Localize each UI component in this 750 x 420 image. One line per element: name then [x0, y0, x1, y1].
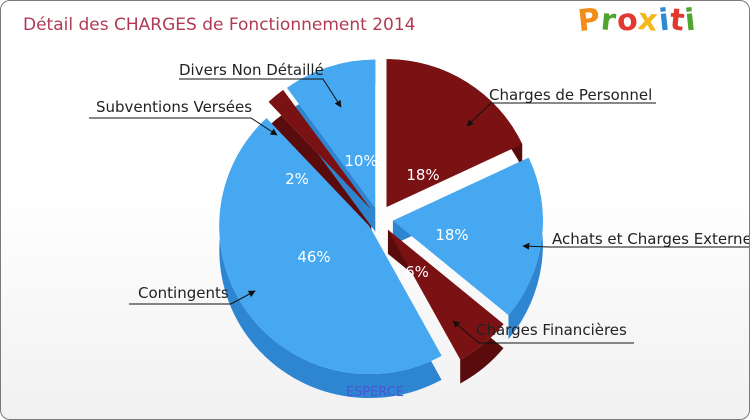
slice-value-label: 46% — [297, 248, 330, 266]
slice-category-label: Divers Non Détaillé — [179, 61, 324, 79]
pie-slice[interactable] — [392, 157, 543, 316]
commune-name: ESPERCE — [345, 385, 405, 400]
slice-category-label: Contingents — [138, 284, 229, 302]
leader-line — [522, 242, 749, 250]
leader-line — [129, 290, 256, 305]
slice-value-label: 2% — [285, 170, 309, 188]
pie-slice[interactable] — [287, 59, 376, 208]
slice-category-label: Charges Financières — [476, 321, 627, 339]
slice-value-label: 18% — [435, 226, 468, 244]
leader-line — [466, 102, 656, 127]
slice-value-label: 18% — [406, 166, 439, 184]
slice-category-label: Charges de Personnel — [489, 86, 652, 104]
leader-line — [179, 78, 342, 108]
slice-value-label: 6% — [405, 263, 429, 281]
slice-category-label: Subventions Versées — [96, 98, 252, 116]
pie-slice[interactable] — [219, 118, 442, 375]
pie-slice[interactable] — [387, 229, 504, 360]
pie-slice[interactable] — [268, 90, 372, 210]
pie-slice[interactable] — [386, 59, 523, 208]
pie-slice-side — [268, 90, 372, 234]
slice-category-label: Achats et Charges Externes — [552, 230, 750, 248]
leader-line — [89, 117, 278, 136]
pie-slice-side — [219, 118, 442, 399]
leader-line — [452, 320, 634, 344]
chart-title: Détail des CHARGES de Fonctionnement 201… — [23, 15, 416, 35]
slice-value-label: 10% — [344, 152, 377, 170]
